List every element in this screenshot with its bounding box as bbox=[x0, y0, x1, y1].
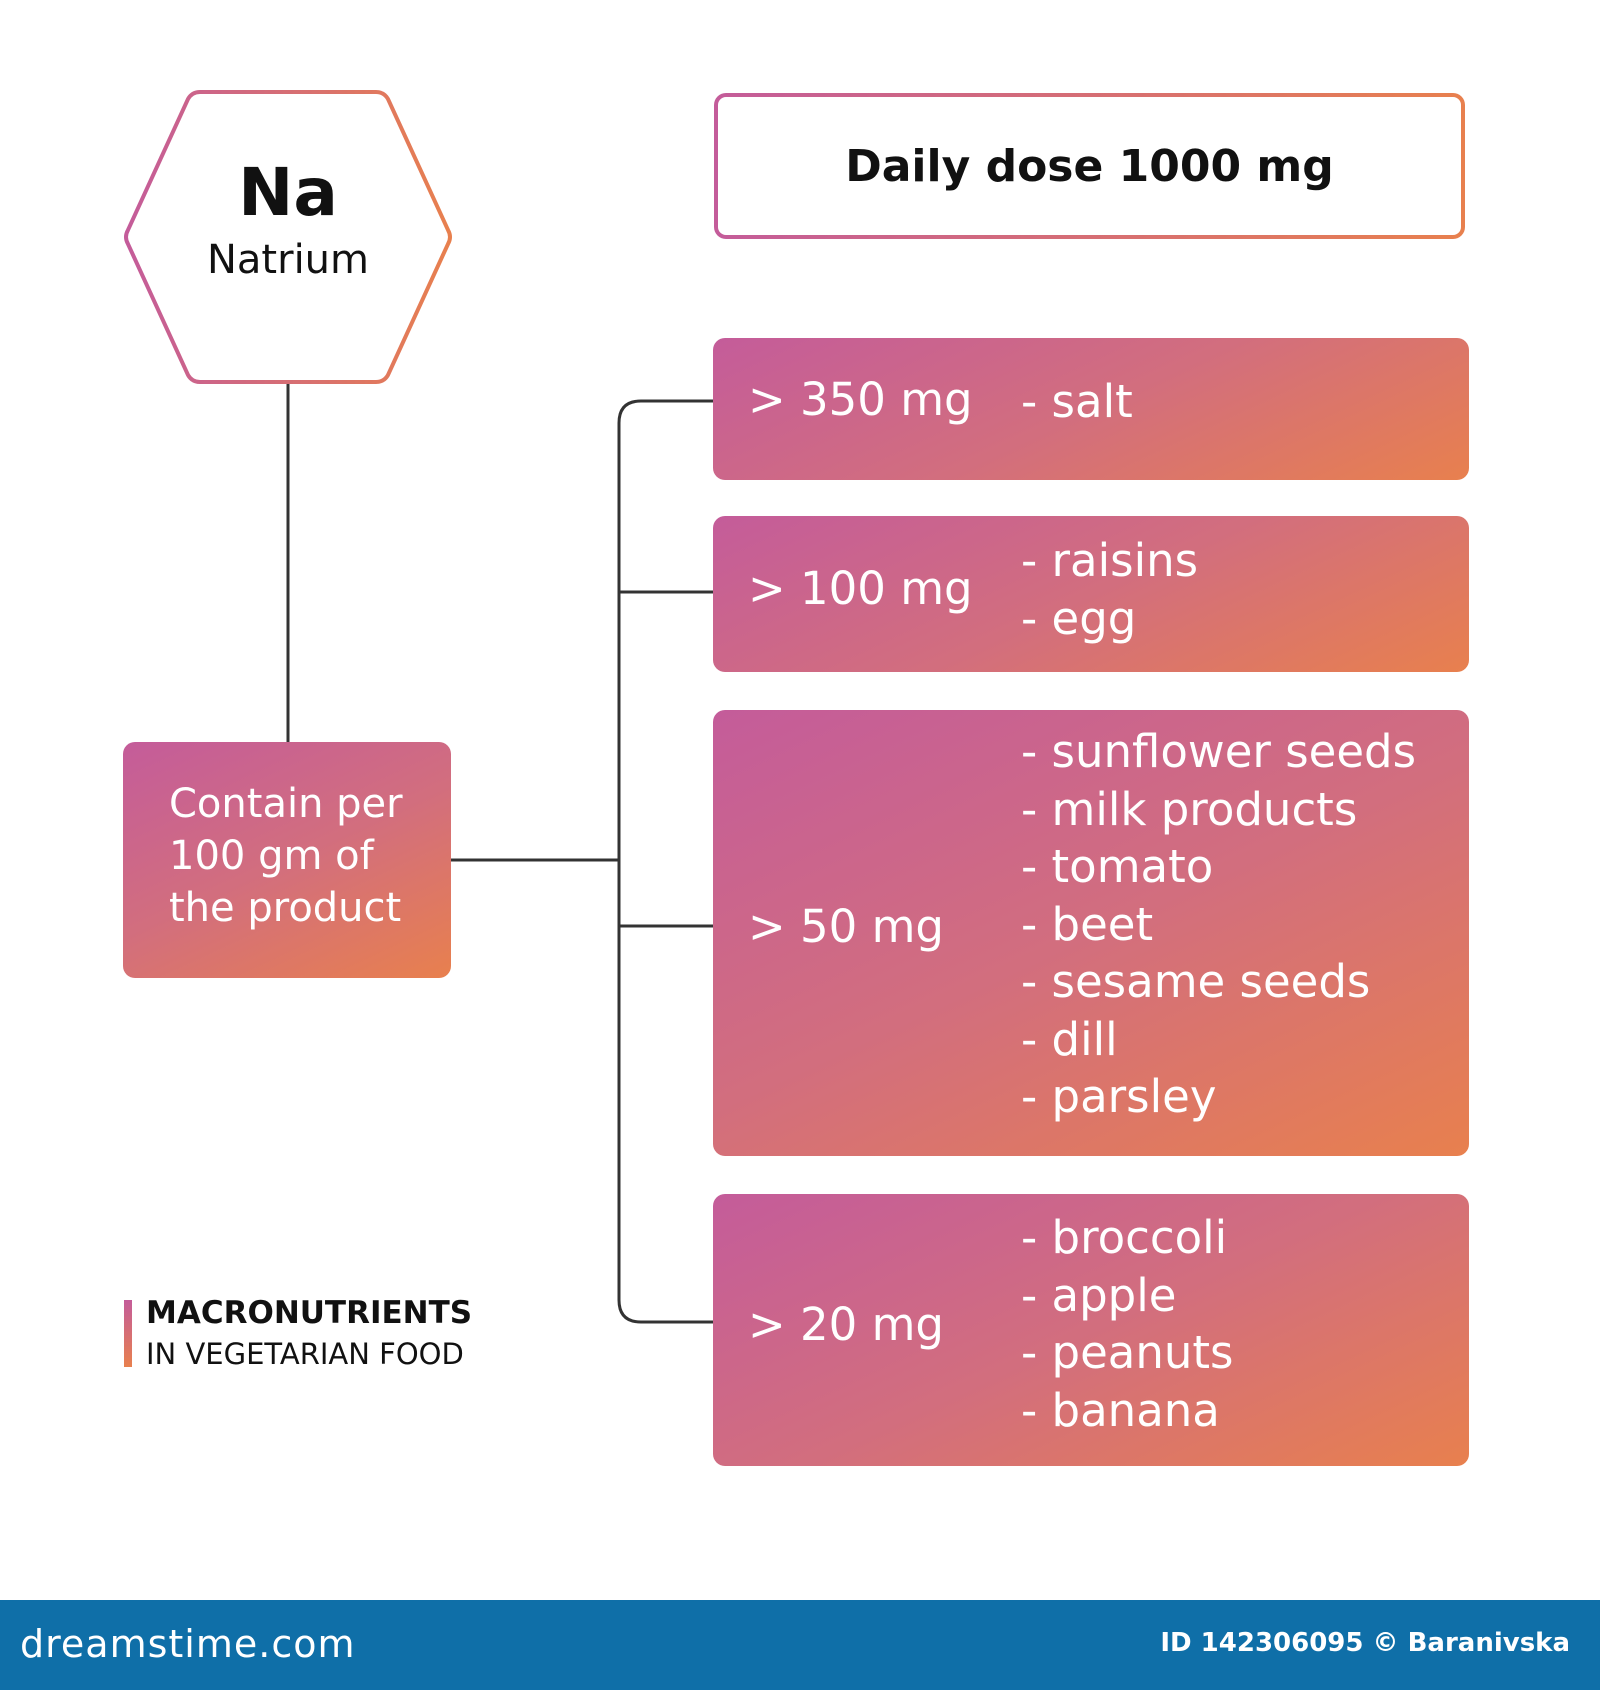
range-label: > 350 mg bbox=[748, 373, 973, 426]
range-label: > 20 mg bbox=[748, 1298, 944, 1351]
footer-site-logo: dreamstime.com bbox=[20, 1622, 356, 1666]
element-symbol: Na bbox=[238, 154, 338, 231]
food-list: - sunflower seeds - milk products - toma… bbox=[1021, 723, 1416, 1126]
food-item: - sesame seeds bbox=[1021, 955, 1371, 1008]
footer-bar: dreamstime.com ID 142306095 © Baranivska bbox=[0, 1600, 1600, 1690]
daily-dose-text: Daily dose 1000 mg bbox=[845, 140, 1334, 192]
food-item: - egg bbox=[1021, 591, 1137, 645]
footer-image-id: ID 142306095 © Baranivska bbox=[1160, 1628, 1570, 1658]
element-hexagon bbox=[124, 90, 452, 384]
food-list: - raisins - egg bbox=[1021, 532, 1198, 647]
range-box-350mg: > 350 mg - salt bbox=[713, 338, 1469, 480]
food-item: - tomato bbox=[1021, 840, 1214, 893]
food-list: - broccoli - apple - peanuts - banana bbox=[1021, 1209, 1234, 1439]
contain-line: Contain per bbox=[169, 781, 403, 827]
food-item: - dill bbox=[1021, 1012, 1118, 1066]
food-item: - sunflower seeds bbox=[1021, 725, 1417, 778]
food-item: - banana bbox=[1021, 1383, 1220, 1437]
range-label: > 100 mg bbox=[748, 562, 973, 615]
food-item: - milk products bbox=[1021, 782, 1358, 836]
legend-accent-bar bbox=[124, 1300, 132, 1367]
food-item: - raisins bbox=[1021, 534, 1199, 587]
range-label: > 50 mg bbox=[748, 900, 944, 953]
range-box-100mg: > 100 mg - raisins - egg bbox=[713, 516, 1469, 672]
food-list: - salt bbox=[1021, 373, 1133, 431]
food-item: - broccoli bbox=[1021, 1211, 1228, 1264]
legend-title: MACRONUTRIENTS bbox=[146, 1295, 473, 1331]
legend-subtitle: IN VEGETARIAN FOOD bbox=[146, 1337, 464, 1371]
food-item: - apple bbox=[1021, 1268, 1177, 1322]
food-item: - salt bbox=[1021, 375, 1133, 428]
range-box-20mg: > 20 mg - broccoli - apple - peanuts - b… bbox=[713, 1194, 1469, 1466]
element-name: Natrium bbox=[207, 237, 369, 283]
food-item: - parsley bbox=[1021, 1070, 1217, 1123]
contain-per-100gm-box: Contain per 100 gm of the product bbox=[123, 742, 451, 978]
daily-dose-box: Daily dose 1000 mg bbox=[714, 93, 1465, 239]
contain-line: 100 gm of bbox=[169, 833, 374, 879]
food-item: - peanuts bbox=[1021, 1326, 1234, 1379]
food-item: - beet bbox=[1021, 897, 1154, 951]
contain-line: the product bbox=[169, 885, 402, 931]
range-box-50mg: > 50 mg - sunflower seeds - milk product… bbox=[713, 710, 1469, 1156]
connector-trunk bbox=[617, 399, 713, 1324]
